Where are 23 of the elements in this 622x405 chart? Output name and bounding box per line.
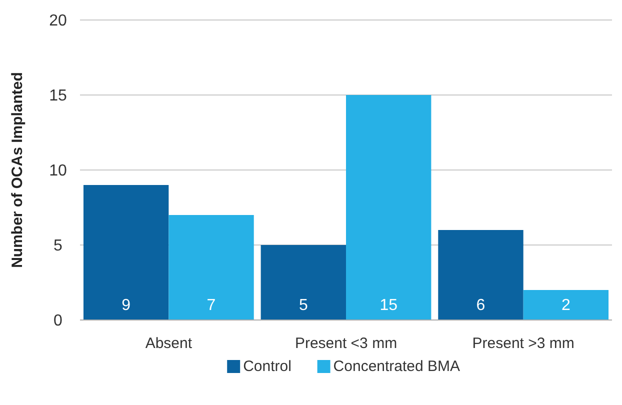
bar (523, 290, 609, 320)
y-tick-label: 15 (49, 88, 67, 105)
bar (168, 215, 254, 320)
legend-label: Concentrated BMA (333, 358, 460, 375)
data-label: 9 (122, 297, 131, 314)
x-tick-label: Present >3 mm (472, 335, 574, 352)
bar (83, 185, 169, 320)
y-tick-label: 20 (49, 12, 67, 30)
data-label: 7 (206, 297, 216, 314)
y-tick-label: 0 (54, 312, 63, 330)
data-label: 6 (476, 297, 486, 314)
data-label: 5 (298, 297, 308, 314)
bar (438, 230, 524, 320)
y-axis-title: Number of OCAs Implanted (9, 72, 26, 268)
data-label: 2 (561, 297, 570, 314)
y-tick-label: 5 (54, 238, 63, 255)
y-tick-label: 10 (49, 162, 67, 180)
bar (260, 245, 346, 320)
data-label: 15 (380, 297, 398, 314)
bar (346, 95, 432, 320)
legend-label: Control (243, 358, 292, 375)
x-tick-label: Absent (145, 335, 193, 352)
x-tick-label: Present <3 mm (294, 335, 398, 352)
